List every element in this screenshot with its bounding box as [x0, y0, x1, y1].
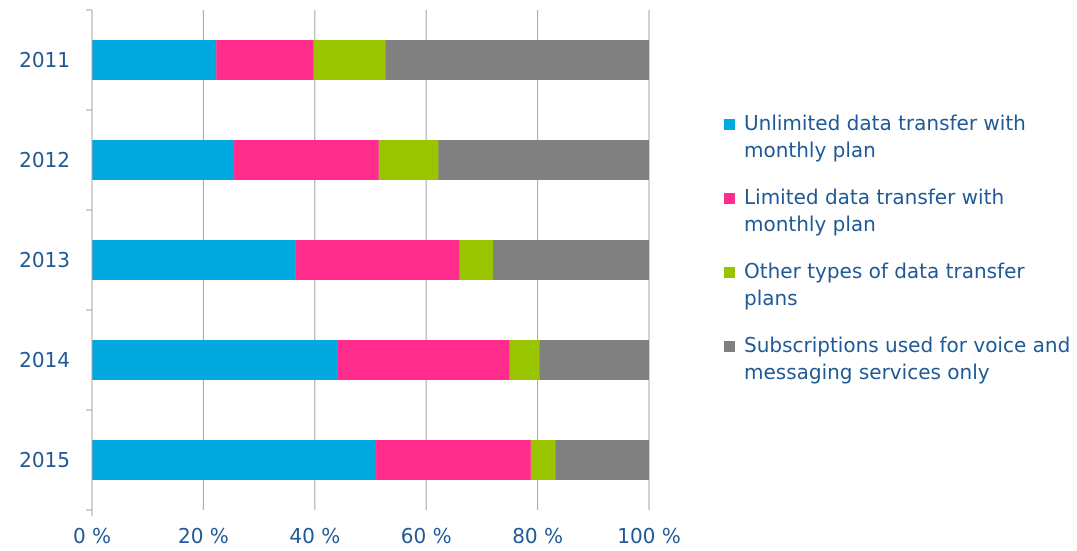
legend-item: Limited data transfer with monthly plan: [722, 184, 1072, 238]
bar-2015-series-2: [530, 440, 556, 480]
y-tick-label: 2012: [19, 148, 70, 172]
x-tick-label: 100 %: [617, 524, 681, 548]
bar-2012-series-3: [438, 140, 649, 180]
legend-swatch: [724, 341, 735, 352]
legend: Unlimited data transfer with monthly pla…: [722, 110, 1072, 406]
x-tick-label: 60 %: [401, 524, 452, 548]
bar-2013-series-3: [493, 240, 649, 280]
bar-2011-series-0: [92, 40, 217, 80]
bar-2014-series-0: [92, 340, 338, 380]
bar-2014-series-3: [539, 340, 649, 380]
y-tick-label: 2015: [19, 448, 70, 472]
x-tick-label: 0 %: [73, 524, 111, 548]
x-tick-label: 40 %: [289, 524, 340, 548]
bar-2011-series-3: [385, 40, 649, 80]
legend-item: Subscriptions used for voice and messagi…: [722, 332, 1072, 386]
y-tick-label: 2014: [19, 348, 70, 372]
bar-2011-series-1: [216, 40, 314, 80]
bar-2015-series-1: [376, 440, 531, 480]
axes: [86, 9, 93, 516]
legend-label: Other types of data transfer plans: [744, 259, 1025, 310]
x-tick-label: 80 %: [512, 524, 563, 548]
legend-swatch: [724, 119, 735, 130]
bar-2013-series-0: [92, 240, 296, 280]
legend-item: Unlimited data transfer with monthly pla…: [722, 110, 1072, 164]
bar-2015-series-3: [555, 440, 649, 480]
legend-label: Limited data transfer with monthly plan: [744, 185, 1005, 236]
legend-item: Other types of data transfer plans: [722, 258, 1072, 312]
x-tick-label: 20 %: [178, 524, 229, 548]
y-axis-labels: 2011 2012 2013 2014 2015: [19, 48, 70, 472]
bar-2014-series-2: [509, 340, 540, 380]
legend-label: Unlimited data transfer with monthly pla…: [744, 111, 1026, 162]
bar-2015-series-0: [92, 440, 377, 480]
bar-2012-series-2: [378, 140, 439, 180]
x-axis-labels: 0 % 20 % 40 % 60 % 80 % 100 %: [73, 524, 681, 548]
legend-swatch: [724, 193, 735, 204]
bar-2012-series-0: [92, 140, 235, 180]
bar-2013-series-1: [295, 240, 460, 280]
y-tick-label: 2013: [19, 248, 70, 272]
legend-label: Subscriptions used for voice and messagi…: [744, 333, 1071, 384]
bar-2012-series-1: [234, 140, 379, 180]
bars: [92, 40, 649, 480]
bar-2013-series-2: [459, 240, 494, 280]
stacked-bar-chart: 2011 2012 2013 2014 2015 0 % 20 % 40 % 60 % 80 %…: [19, 9, 681, 548]
bar-2011-series-2: [313, 40, 386, 80]
y-tick-label: 2011: [19, 48, 70, 72]
bar-2014-series-1: [337, 340, 510, 380]
legend-swatch: [724, 267, 735, 278]
